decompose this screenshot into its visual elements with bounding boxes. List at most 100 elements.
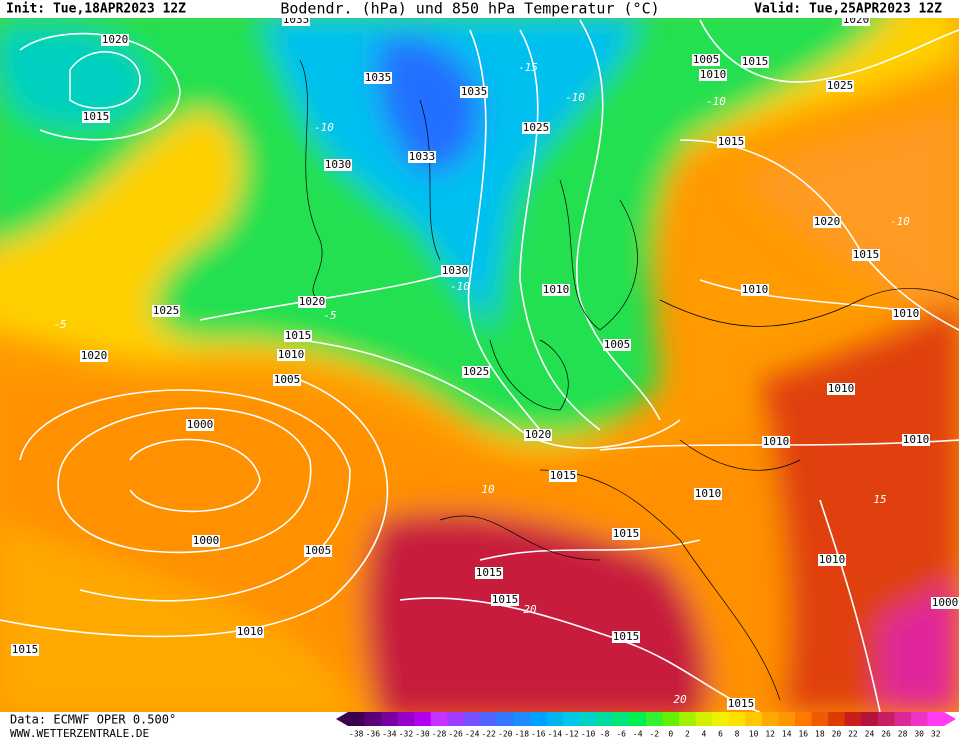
colorbar-swatch xyxy=(530,712,548,726)
colorbar-swatch xyxy=(579,712,597,726)
isobar-label: 1025 xyxy=(827,79,854,92)
colorbar-label: 0 xyxy=(668,730,673,739)
temperature-label: 15 xyxy=(873,493,886,506)
isobar-label-box xyxy=(462,366,490,378)
colorbar-swatch xyxy=(430,712,448,726)
colorbar-label: 2 xyxy=(685,730,690,739)
temperature-label: -10 xyxy=(450,280,470,293)
colorbar-label: -12 xyxy=(564,730,579,739)
isobar-label: 1035 xyxy=(365,71,392,84)
isobar-label-box xyxy=(827,383,855,395)
isobar-label-box xyxy=(741,56,769,68)
isobar-label-box xyxy=(284,330,312,342)
colorbar-swatch xyxy=(397,712,415,726)
isobar-label-box xyxy=(304,545,332,557)
colorbar-swatch xyxy=(463,712,481,726)
temperature-label: 20 xyxy=(523,603,537,616)
isobar-label: 1033 xyxy=(409,150,436,163)
init-time: Init: Tue,18APR2023 12Z xyxy=(6,2,186,17)
isobar-label-box xyxy=(902,434,930,446)
temperature-label: -5 xyxy=(323,309,336,322)
isobar-label-box xyxy=(460,86,488,98)
isobar-label-box xyxy=(692,54,720,66)
colorbar-swatch xyxy=(778,712,796,726)
isobar-label-box xyxy=(277,349,305,361)
colorbar-swatch xyxy=(596,712,614,726)
colorbar-swatch xyxy=(447,712,465,726)
colorbar-label: 20 xyxy=(832,730,842,739)
isobar-label: 1005 xyxy=(693,53,720,66)
isobar-label-box xyxy=(364,72,392,84)
isobar-label: 1010 xyxy=(278,348,305,361)
colorbar-label: 24 xyxy=(865,730,875,739)
isobar-label-box xyxy=(11,644,39,656)
colorbar-swatch xyxy=(662,712,680,726)
isobar-label: 1010 xyxy=(828,382,855,395)
colorbar-label: -26 xyxy=(448,730,463,739)
colorbar-label: -30 xyxy=(415,730,430,739)
isobar-label-box xyxy=(192,535,220,547)
isobar-label: 1010 xyxy=(700,68,727,81)
isobar-label: 1015 xyxy=(853,248,880,261)
temperature-label: -10 xyxy=(565,91,585,104)
isobar-label: 1020 xyxy=(102,33,129,46)
colorbar-swatch xyxy=(695,712,713,726)
colorbar-label: 14 xyxy=(782,730,792,739)
isobar-label-box xyxy=(892,308,920,320)
colorbar-label: -34 xyxy=(382,730,397,739)
colorbar-swatch xyxy=(480,712,498,726)
isobar-label: 1020 xyxy=(299,295,326,308)
colorbar-arrow-left xyxy=(336,712,348,726)
colorbar-label: -16 xyxy=(531,730,546,739)
temperature-label: 10 xyxy=(481,483,495,496)
isobar-label: 1010 xyxy=(742,283,769,296)
colorbar-swatch xyxy=(414,712,432,726)
isobar-label-box xyxy=(80,350,108,362)
colorbar-swatch xyxy=(877,712,895,726)
colorbar-swatch xyxy=(844,712,862,726)
colorbar-swatch xyxy=(679,712,697,726)
isobar-label-box xyxy=(542,284,570,296)
valid-time: Valid: Tue,25APR2023 12Z xyxy=(754,2,942,17)
isobar-label: 1010 xyxy=(893,307,920,320)
isobar-label-box xyxy=(549,470,577,482)
colorbar-label: -18 xyxy=(515,730,530,739)
colorbar-swatch xyxy=(861,712,879,726)
temperature-label: -10 xyxy=(314,121,334,134)
isobar-label: 1005 xyxy=(274,373,301,386)
isobar-label: 1015 xyxy=(83,110,110,123)
isobar-label: 1010 xyxy=(763,435,790,448)
colorbar-swatch xyxy=(629,712,647,726)
isobar-label: 1010 xyxy=(237,625,264,638)
colorbar-label: 4 xyxy=(702,730,707,739)
isobar-label: 1015 xyxy=(12,643,39,656)
isobar-label: 1035 xyxy=(283,13,310,26)
isobar-label-box xyxy=(491,594,519,606)
isobar-label: 1025 xyxy=(153,304,180,317)
isobar-label-box xyxy=(842,18,870,26)
isobar-label: 1015 xyxy=(613,630,640,643)
colorbar-label: -8 xyxy=(600,730,610,739)
isobar-label: 1020 xyxy=(81,349,108,362)
colorbar-arrow-right xyxy=(944,712,956,726)
isobar-label-box xyxy=(273,374,301,386)
isobar-label: 1010 xyxy=(903,433,930,446)
colorbar-swatch xyxy=(513,712,531,726)
isobar-label-box xyxy=(931,597,959,609)
isobar-label: 1030 xyxy=(325,158,352,171)
colorbar-label: 28 xyxy=(898,730,908,739)
website: WWW.WETTERZENTRALE.DE xyxy=(10,727,149,740)
isobar-label: 1000 xyxy=(187,418,214,431)
isobar-label-box xyxy=(82,111,110,123)
isobar-label-box xyxy=(612,528,640,540)
temperature-label: -15 xyxy=(518,61,538,74)
isobar-label: 1030 xyxy=(442,264,469,277)
colorbar-swatch xyxy=(910,712,928,726)
isobar-label: 1025 xyxy=(523,121,550,134)
colorbar-swatch xyxy=(546,712,564,726)
isobar-label-box xyxy=(727,698,755,710)
isobar-label-box xyxy=(324,159,352,171)
colorbar-label: -2 xyxy=(649,730,659,739)
